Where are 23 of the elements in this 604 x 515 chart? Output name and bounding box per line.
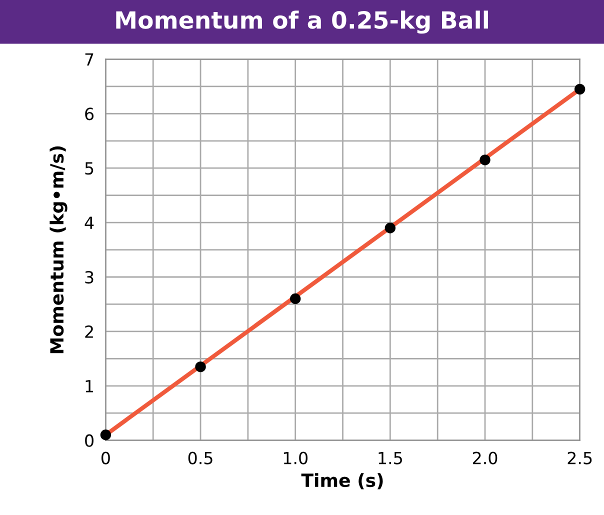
point xyxy=(574,84,586,95)
x-tick-label: 2.5 xyxy=(568,452,592,464)
y-tick-label: 1 xyxy=(86,380,94,392)
point xyxy=(480,154,490,166)
y-tick-label: 5 xyxy=(85,162,94,175)
y-tick-label: 4 xyxy=(84,216,94,229)
point xyxy=(195,361,206,372)
chart-title: Momentum of a 0.25-kg Ball xyxy=(116,10,488,34)
x-tick-label: 1.0 xyxy=(284,452,308,464)
x-tick-label: 1.5 xyxy=(378,452,402,464)
x-axis-title: Time (s) xyxy=(301,473,383,490)
y-tick-label: 2 xyxy=(85,325,93,338)
y-tick-label: 6 xyxy=(85,108,94,120)
y-tick-label: 0 xyxy=(85,434,94,447)
y-axis-title: Momentum (kg•m/s) xyxy=(50,146,68,354)
x-tick-label: 2.0 xyxy=(472,452,498,464)
point xyxy=(100,430,112,440)
x-tick-label: 0.5 xyxy=(188,452,212,464)
point xyxy=(290,293,301,304)
point xyxy=(384,222,396,234)
x-tick-label: 0 xyxy=(101,452,110,464)
y-tick-label: 3 xyxy=(85,270,94,284)
y-tick-label: 7 xyxy=(85,53,94,66)
